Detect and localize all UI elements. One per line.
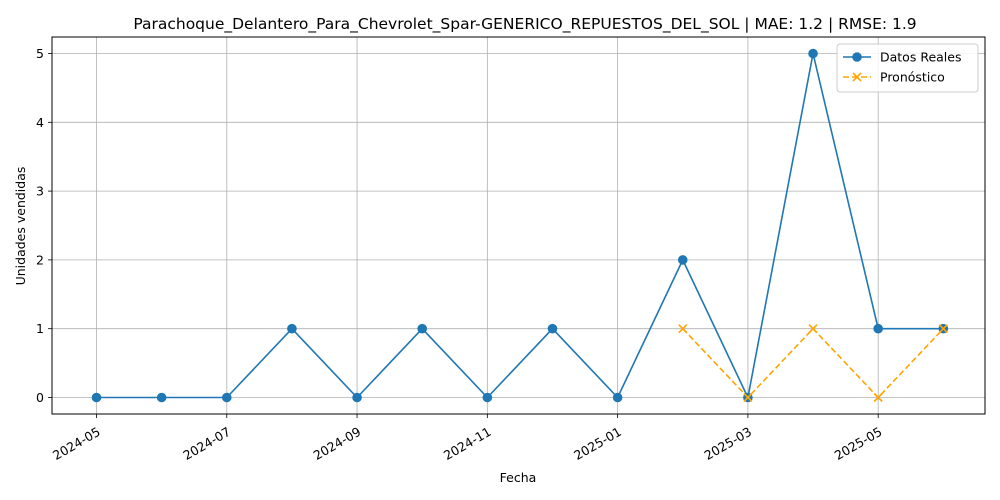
data-point bbox=[808, 48, 818, 59]
data-point bbox=[547, 323, 558, 334]
data-point bbox=[678, 324, 688, 334]
x-axis-ticks: 2024-05 2024-07 2024-09 2024-11 2025-01 2025-… bbox=[50, 414, 884, 463]
series-0 bbox=[91, 48, 949, 403]
legend-box bbox=[836, 43, 979, 93]
data-point bbox=[287, 323, 297, 334]
data-point bbox=[938, 324, 948, 334]
data-point bbox=[873, 323, 883, 334]
legend-label: Pronóstico bbox=[880, 70, 945, 85]
data-point bbox=[612, 392, 623, 403]
x-tick-label: 2025-03 bbox=[701, 424, 754, 463]
y-tick-label: 5 bbox=[36, 46, 44, 61]
data-point bbox=[221, 392, 232, 403]
series-1 bbox=[678, 324, 948, 403]
y-tick-label: 4 bbox=[36, 115, 44, 130]
x-tick-label: 2024-11 bbox=[441, 424, 494, 463]
data-point bbox=[156, 392, 167, 403]
data-point bbox=[808, 324, 818, 334]
x-tick-label: 2024-05 bbox=[50, 424, 103, 463]
data-point bbox=[677, 255, 688, 265]
y-tick-label: 2 bbox=[36, 252, 44, 267]
legend: Datos Reales Pronóstico bbox=[836, 43, 979, 93]
grid bbox=[52, 37, 985, 414]
chart-title: Parachoque_Delantero_Para_Chevrolet_Spar… bbox=[133, 15, 916, 34]
series-layer bbox=[91, 48, 949, 403]
plot-frame bbox=[51, 36, 986, 415]
x-axis-label: Fecha bbox=[500, 470, 537, 485]
legend-label: Datos Reales bbox=[880, 50, 961, 65]
legend-marker bbox=[852, 52, 862, 62]
legend-item: Pronóstico bbox=[843, 70, 945, 85]
data-point bbox=[482, 392, 493, 403]
y-axis-ticks: 0 1 2 3 4 5 bbox=[36, 46, 52, 405]
legend-marker bbox=[852, 72, 862, 82]
x-tick-label: 2025-01 bbox=[571, 424, 624, 463]
series-line bbox=[682, 327, 944, 399]
data-point bbox=[873, 392, 883, 403]
y-tick-label: 3 bbox=[36, 184, 44, 199]
y-axis-label: Unidades vendidas bbox=[13, 167, 28, 286]
data-point bbox=[91, 392, 102, 403]
legend-item: Datos Reales bbox=[843, 50, 961, 65]
series-line bbox=[96, 53, 944, 401]
x-tick-label: 2025-05 bbox=[832, 424, 885, 463]
x-tick-label: 2024-09 bbox=[311, 424, 364, 463]
y-tick-label: 1 bbox=[36, 321, 44, 336]
y-tick-label: 0 bbox=[36, 390, 44, 405]
x-tick-label: 2024-07 bbox=[180, 424, 233, 463]
data-point bbox=[352, 392, 362, 403]
data-point bbox=[743, 392, 753, 403]
data-point bbox=[417, 323, 428, 334]
